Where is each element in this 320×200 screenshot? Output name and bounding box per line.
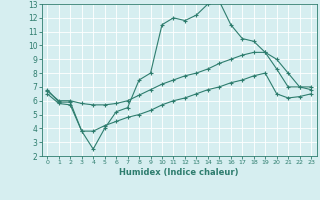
X-axis label: Humidex (Indice chaleur): Humidex (Indice chaleur) [119, 168, 239, 177]
